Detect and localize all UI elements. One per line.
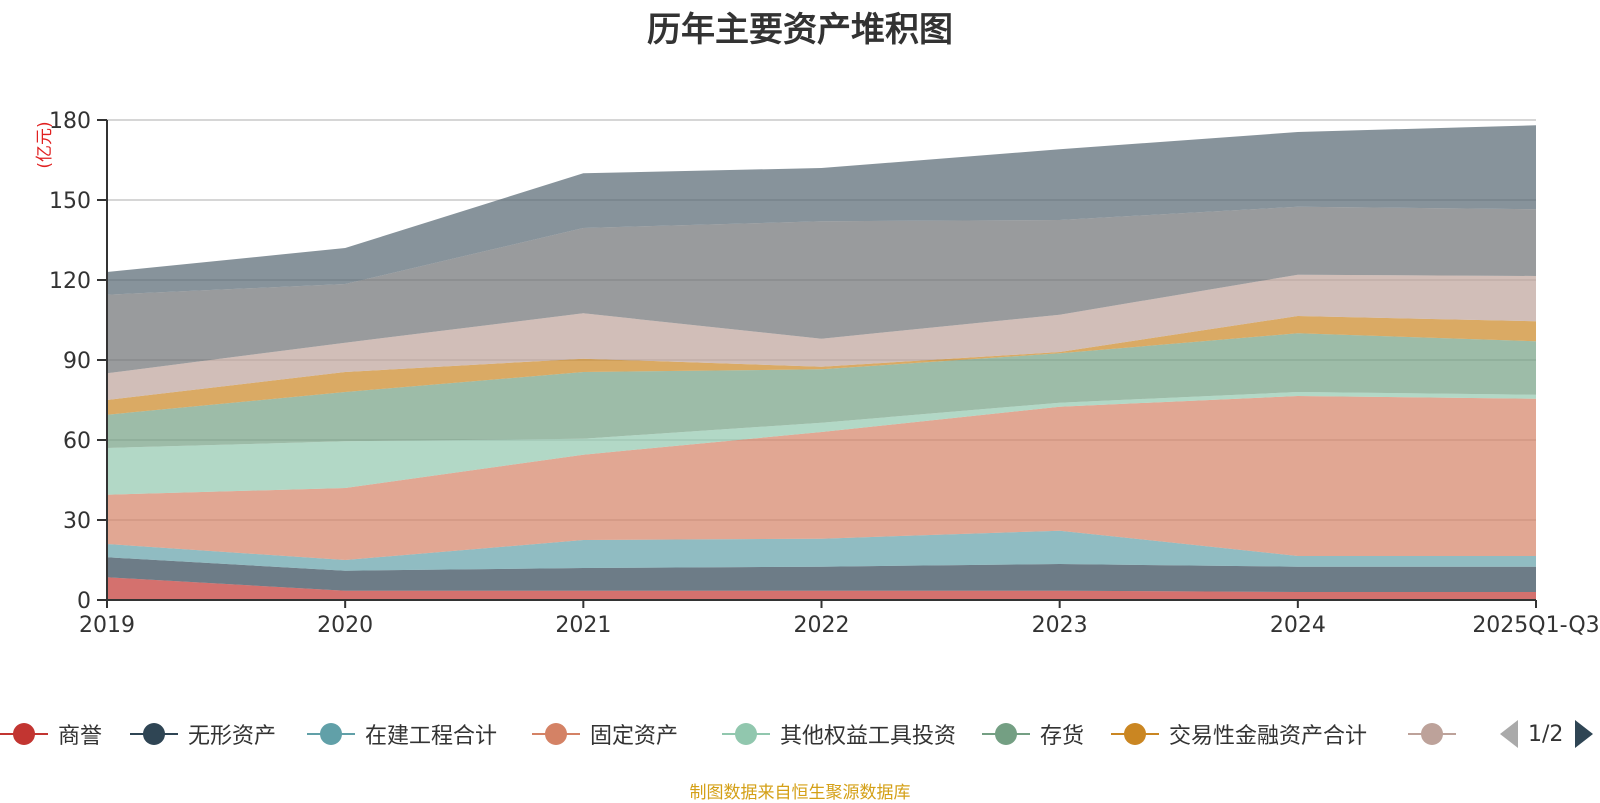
legend-item[interactable]: 无形资产 xyxy=(130,714,276,754)
legend-next-icon[interactable] xyxy=(1575,720,1594,748)
area-存货[interactable] xyxy=(107,333,1536,448)
legend-marker-icon xyxy=(130,714,178,754)
y-axis-label: (亿元) xyxy=(35,121,55,168)
area-其他[interactable] xyxy=(107,125,1536,295)
area-在建工程合计[interactable] xyxy=(107,530,1536,571)
x-tick-label: 2021 xyxy=(555,613,611,638)
legend-pager: 1/2 xyxy=(1500,716,1594,752)
area-series xyxy=(107,125,1536,600)
x-tick-label: 2023 xyxy=(1032,613,1088,638)
area-应收账款[interactable] xyxy=(107,274,1536,400)
legend-item[interactable]: 应 xyxy=(1408,714,1460,754)
x-tick-label: 2025Q1-Q3 xyxy=(1472,613,1599,638)
legend-prev-icon[interactable] xyxy=(1500,720,1518,748)
x-tick-label: 2020 xyxy=(317,613,373,638)
stacked-area-chart: 0 30 60 90 120 150 180 2019 2020 2021 2022 2023 2024… xyxy=(35,109,1600,638)
legend-label: 固定资产 xyxy=(590,724,679,749)
legend-page-indicator: 1/2 xyxy=(1528,721,1564,747)
legend-marker-icon xyxy=(1111,714,1159,754)
area-无形资产[interactable] xyxy=(107,557,1536,592)
legend-label: 无形资产 xyxy=(188,724,277,749)
legend-marker-icon xyxy=(1408,714,1456,754)
axes: 0 30 60 90 120 150 180 2019 2020 2021 2022 2023 2024… xyxy=(49,109,1600,638)
y-tick-label: 180 xyxy=(49,109,91,134)
x-tick-label: 2022 xyxy=(794,613,850,638)
data-source-note: 制图数据来自恒生聚源数据库 xyxy=(689,783,911,803)
y-tick-label: 30 xyxy=(63,509,91,534)
legend-item[interactable]: 固定资产 xyxy=(532,714,678,754)
y-tick-label: 150 xyxy=(49,189,91,214)
y-tick-label: 60 xyxy=(63,429,91,454)
legend-label: 交易性金融资产合计 xyxy=(1169,724,1368,749)
legend-item[interactable]: 在建工程合计 xyxy=(307,714,497,754)
legend-label: 商誉 xyxy=(58,724,103,749)
legend-label: 在建工程合计 xyxy=(365,724,498,749)
legend-marker-icon xyxy=(982,714,1030,754)
chart-title: 历年主要资产堆积图 xyxy=(647,10,953,50)
legend-item[interactable]: 存货 xyxy=(982,714,1084,754)
x-tick-label: 2019 xyxy=(79,613,135,638)
legend-label: 其他权益工具投资 xyxy=(780,724,957,749)
x-tick-label: 2024 xyxy=(1270,613,1326,638)
area-其他权益工具投资[interactable] xyxy=(107,392,1536,495)
area-交易性金融资产合计[interactable] xyxy=(107,316,1536,415)
y-tick-label: 120 xyxy=(49,269,91,294)
legend: 商誉 无形资产 在建工程合计 固定资产 其他权益工具投资 存货 交易性金融资产合计 应 xyxy=(0,714,1460,754)
area-商誉[interactable] xyxy=(107,577,1536,600)
legend-item[interactable]: 商誉 xyxy=(0,714,102,754)
area-货币资金[interactable] xyxy=(107,206,1536,374)
y-tick-label: 0 xyxy=(77,589,91,614)
legend-marker-icon xyxy=(722,714,770,754)
legend-label: 存货 xyxy=(1040,724,1085,749)
legend-marker-icon xyxy=(532,714,580,754)
legend-item[interactable]: 交易性金融资产合计 xyxy=(1111,714,1367,754)
legend-item[interactable]: 其他权益工具投资 xyxy=(722,714,956,754)
area-固定资产[interactable] xyxy=(107,396,1536,560)
y-tick-label: 90 xyxy=(63,349,91,374)
legend-marker-icon xyxy=(307,714,355,754)
legend-marker-icon xyxy=(0,714,48,754)
